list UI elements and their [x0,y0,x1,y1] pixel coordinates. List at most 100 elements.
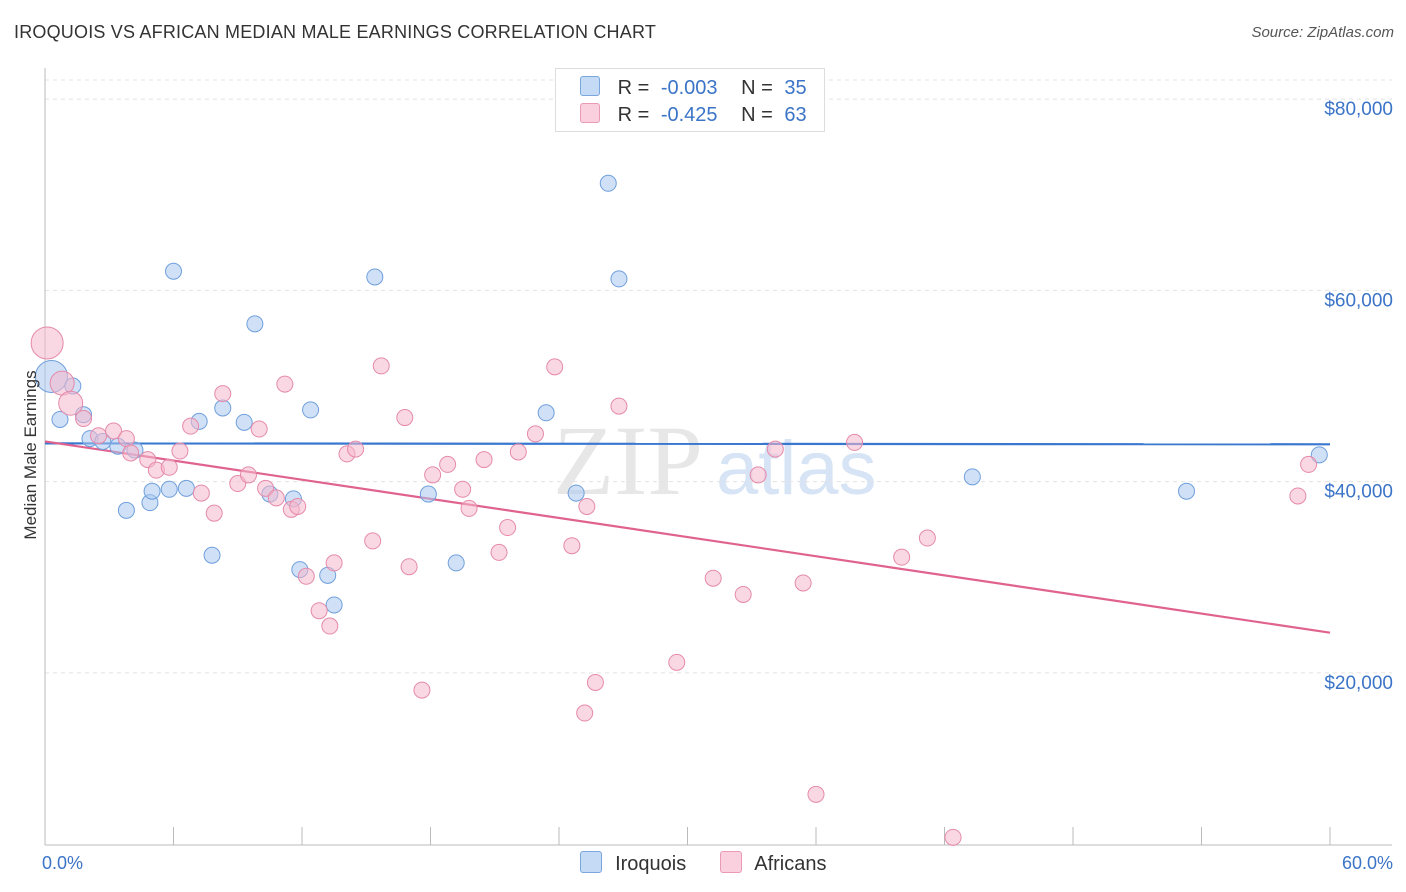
legend-item-africans[interactable]: Africans [719,851,827,876]
point-africans [257,479,275,497]
point-africans [205,504,223,522]
point-africans [321,617,339,635]
point-africans [192,484,210,502]
point-africans [734,585,752,603]
point-africans [586,673,604,691]
x-tick-label-min: 0.0% [42,853,83,873]
point-africans [310,602,328,620]
point-africans [460,499,478,517]
point-africans [182,417,200,435]
africans-swatch [580,103,600,123]
africans-legend-swatch [719,851,742,873]
trend-line-africans [44,440,1331,634]
point-africans [347,440,365,458]
point-africans [122,444,140,462]
point-iroquois [325,596,343,614]
series-legend: Iroquois Africans [0,851,1406,876]
point-africans [749,466,767,484]
correlation-legend: R = -0.003 N = 35 R = -0.425 N = 63 [555,68,825,132]
point-africans [90,427,108,445]
point-africans [214,385,232,403]
legend-row-africans: R = -0.425 N = 63 [580,103,807,127]
point-africans [117,430,135,448]
n-value: 63 [784,104,807,126]
point-africans [325,554,343,572]
axes [44,68,1392,846]
point-africans [289,497,307,515]
point-africans [364,532,382,550]
point-africans [546,358,564,376]
point-africans [918,529,936,547]
point-iroquois [143,482,161,500]
point-africans [526,425,544,443]
y-tick-label: $40,000 [1324,482,1393,503]
point-africans [413,681,431,699]
point-iroquois [366,268,384,286]
point-iroquois [610,270,628,288]
point-iroquois [246,315,264,333]
point-africans [105,422,123,440]
point-africans [58,390,84,416]
chart-title: IROQUOIS VS AFRICAN MEDIAN MALE EARNINGS… [14,22,657,42]
point-africans [578,497,596,515]
trend-lines [44,440,1331,634]
point-africans [576,704,594,722]
point-iroquois [599,174,617,192]
point-africans [668,653,686,671]
point-africans [490,543,508,561]
point-africans [794,574,812,592]
point-africans [30,326,64,360]
point-iroquois [1178,482,1196,500]
point-iroquois [214,399,232,417]
r-label: R = [617,77,650,99]
point-africans [475,451,493,469]
point-iroquois [51,410,69,428]
legend-item-iroquois[interactable]: Iroquois [579,851,686,876]
point-africans [807,785,825,803]
y-tick-label: $80,000 [1324,99,1393,120]
x-tick-label-max: 60.0% [1342,853,1393,873]
n-value: 35 [784,77,807,99]
point-africans [499,519,517,537]
point-africans [424,466,442,484]
legend-label: Africans [754,853,827,875]
point-iroquois [963,468,981,486]
tick-labels: $80,000 $60,000 $40,000 $20,000 0.0% 60.0% [42,99,1393,873]
n-label: N = [741,77,773,99]
y-tick-label: $60,000 [1324,290,1393,311]
point-iroquois [177,479,195,497]
point-iroquois [160,480,178,498]
trend-line-iroquois [44,442,1331,446]
point-iroquois [447,554,465,572]
n-label: N = [741,104,773,126]
watermark: ZIP atlas [553,405,877,516]
point-africans [704,569,722,587]
point-iroquois [567,484,585,502]
point-africans [439,455,457,473]
point-africans [509,443,527,461]
point-africans [766,440,784,458]
point-africans [250,420,268,438]
point-iroquois [165,262,182,280]
source-credit: Source: ZipAtlas.com [1251,24,1394,41]
point-africans [1300,455,1318,473]
iroquois-swatch [580,76,600,96]
point-africans [160,458,178,476]
point-africans [454,480,472,498]
r-value: -0.003 [660,77,718,99]
point-africans [276,375,294,393]
point-iroquois [117,501,135,519]
point-africans [944,828,962,846]
point-africans [400,558,418,576]
iroquois-legend-swatch [579,851,602,873]
point-africans [1289,487,1307,505]
point-iroquois [1310,446,1328,464]
point-iroquois [302,401,320,419]
point-africans [846,433,864,451]
point-africans [372,357,390,375]
point-africans [610,397,628,415]
point-africans [171,442,189,460]
point-iroquois [537,404,555,422]
point-iroquois [419,485,437,503]
